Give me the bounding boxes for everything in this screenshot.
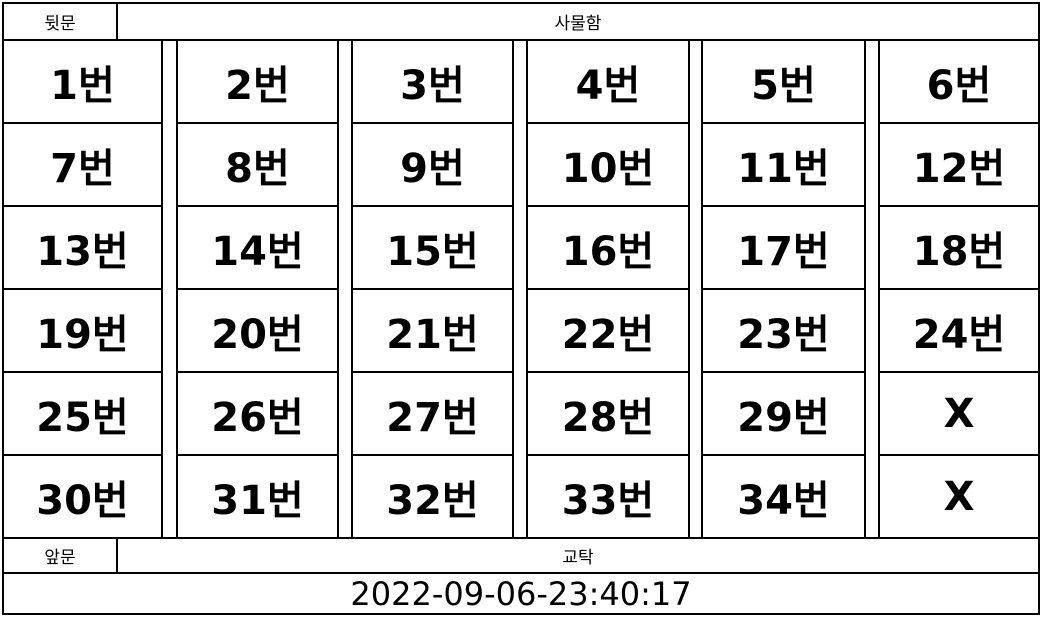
seat-cell: 33번 (526, 454, 690, 539)
seat-cell: X (878, 454, 1040, 539)
seat-cell: 13번 (2, 205, 163, 290)
seat-cell: 18번 (878, 205, 1040, 290)
seat-cell: 10번 (526, 122, 690, 207)
seat-cell: 20번 (176, 288, 339, 373)
seat-cell: 14번 (176, 205, 339, 290)
seat-cell: 12번 (878, 122, 1040, 207)
back-door-label: 뒷문 (2, 2, 118, 41)
seat-cell: X (878, 371, 1040, 456)
seat-cell: 8번 (176, 122, 339, 207)
column-divider (701, 39, 703, 539)
seat-cell: 22번 (526, 288, 690, 373)
column-divider (526, 39, 528, 539)
locker-label: 사물함 (116, 2, 1040, 41)
seat-cell: 17번 (701, 205, 866, 290)
seat-cell: 23번 (701, 288, 866, 373)
timestamp: 2022-09-06-23:40:17 (2, 572, 1040, 615)
seat-cell: 1번 (2, 39, 163, 124)
seat-cell: 34번 (701, 454, 866, 539)
seat-cell: 26번 (176, 371, 339, 456)
seat-cell: 28번 (526, 371, 690, 456)
seat-cell: 5번 (701, 39, 866, 124)
seat-cell: 31번 (176, 454, 339, 539)
seat-cell: 29번 (701, 371, 866, 456)
seat-cell: 11번 (701, 122, 866, 207)
seat-cell: 2번 (176, 39, 339, 124)
seat-cell: 32번 (351, 454, 514, 539)
seat-cell: 16번 (526, 205, 690, 290)
seat-cell: 27번 (351, 371, 514, 456)
seat-cell: 4번 (526, 39, 690, 124)
seat-cell: 3번 (351, 39, 514, 124)
seat-cell: 15번 (351, 205, 514, 290)
seat-cell: 30번 (2, 454, 163, 539)
column-divider (176, 39, 178, 539)
front-door-label: 앞문 (2, 537, 118, 574)
seat-cell: 9번 (351, 122, 514, 207)
column-divider (878, 39, 880, 539)
seat-cell: 7번 (2, 122, 163, 207)
column-divider (351, 39, 353, 539)
seat-cell: 24번 (878, 288, 1040, 373)
seat-cell: 19번 (2, 288, 163, 373)
seat-cell: 6번 (878, 39, 1040, 124)
seat-cell: 21번 (351, 288, 514, 373)
seat-cell: 25번 (2, 371, 163, 456)
teacher-desk-label: 교탁 (116, 537, 1040, 574)
